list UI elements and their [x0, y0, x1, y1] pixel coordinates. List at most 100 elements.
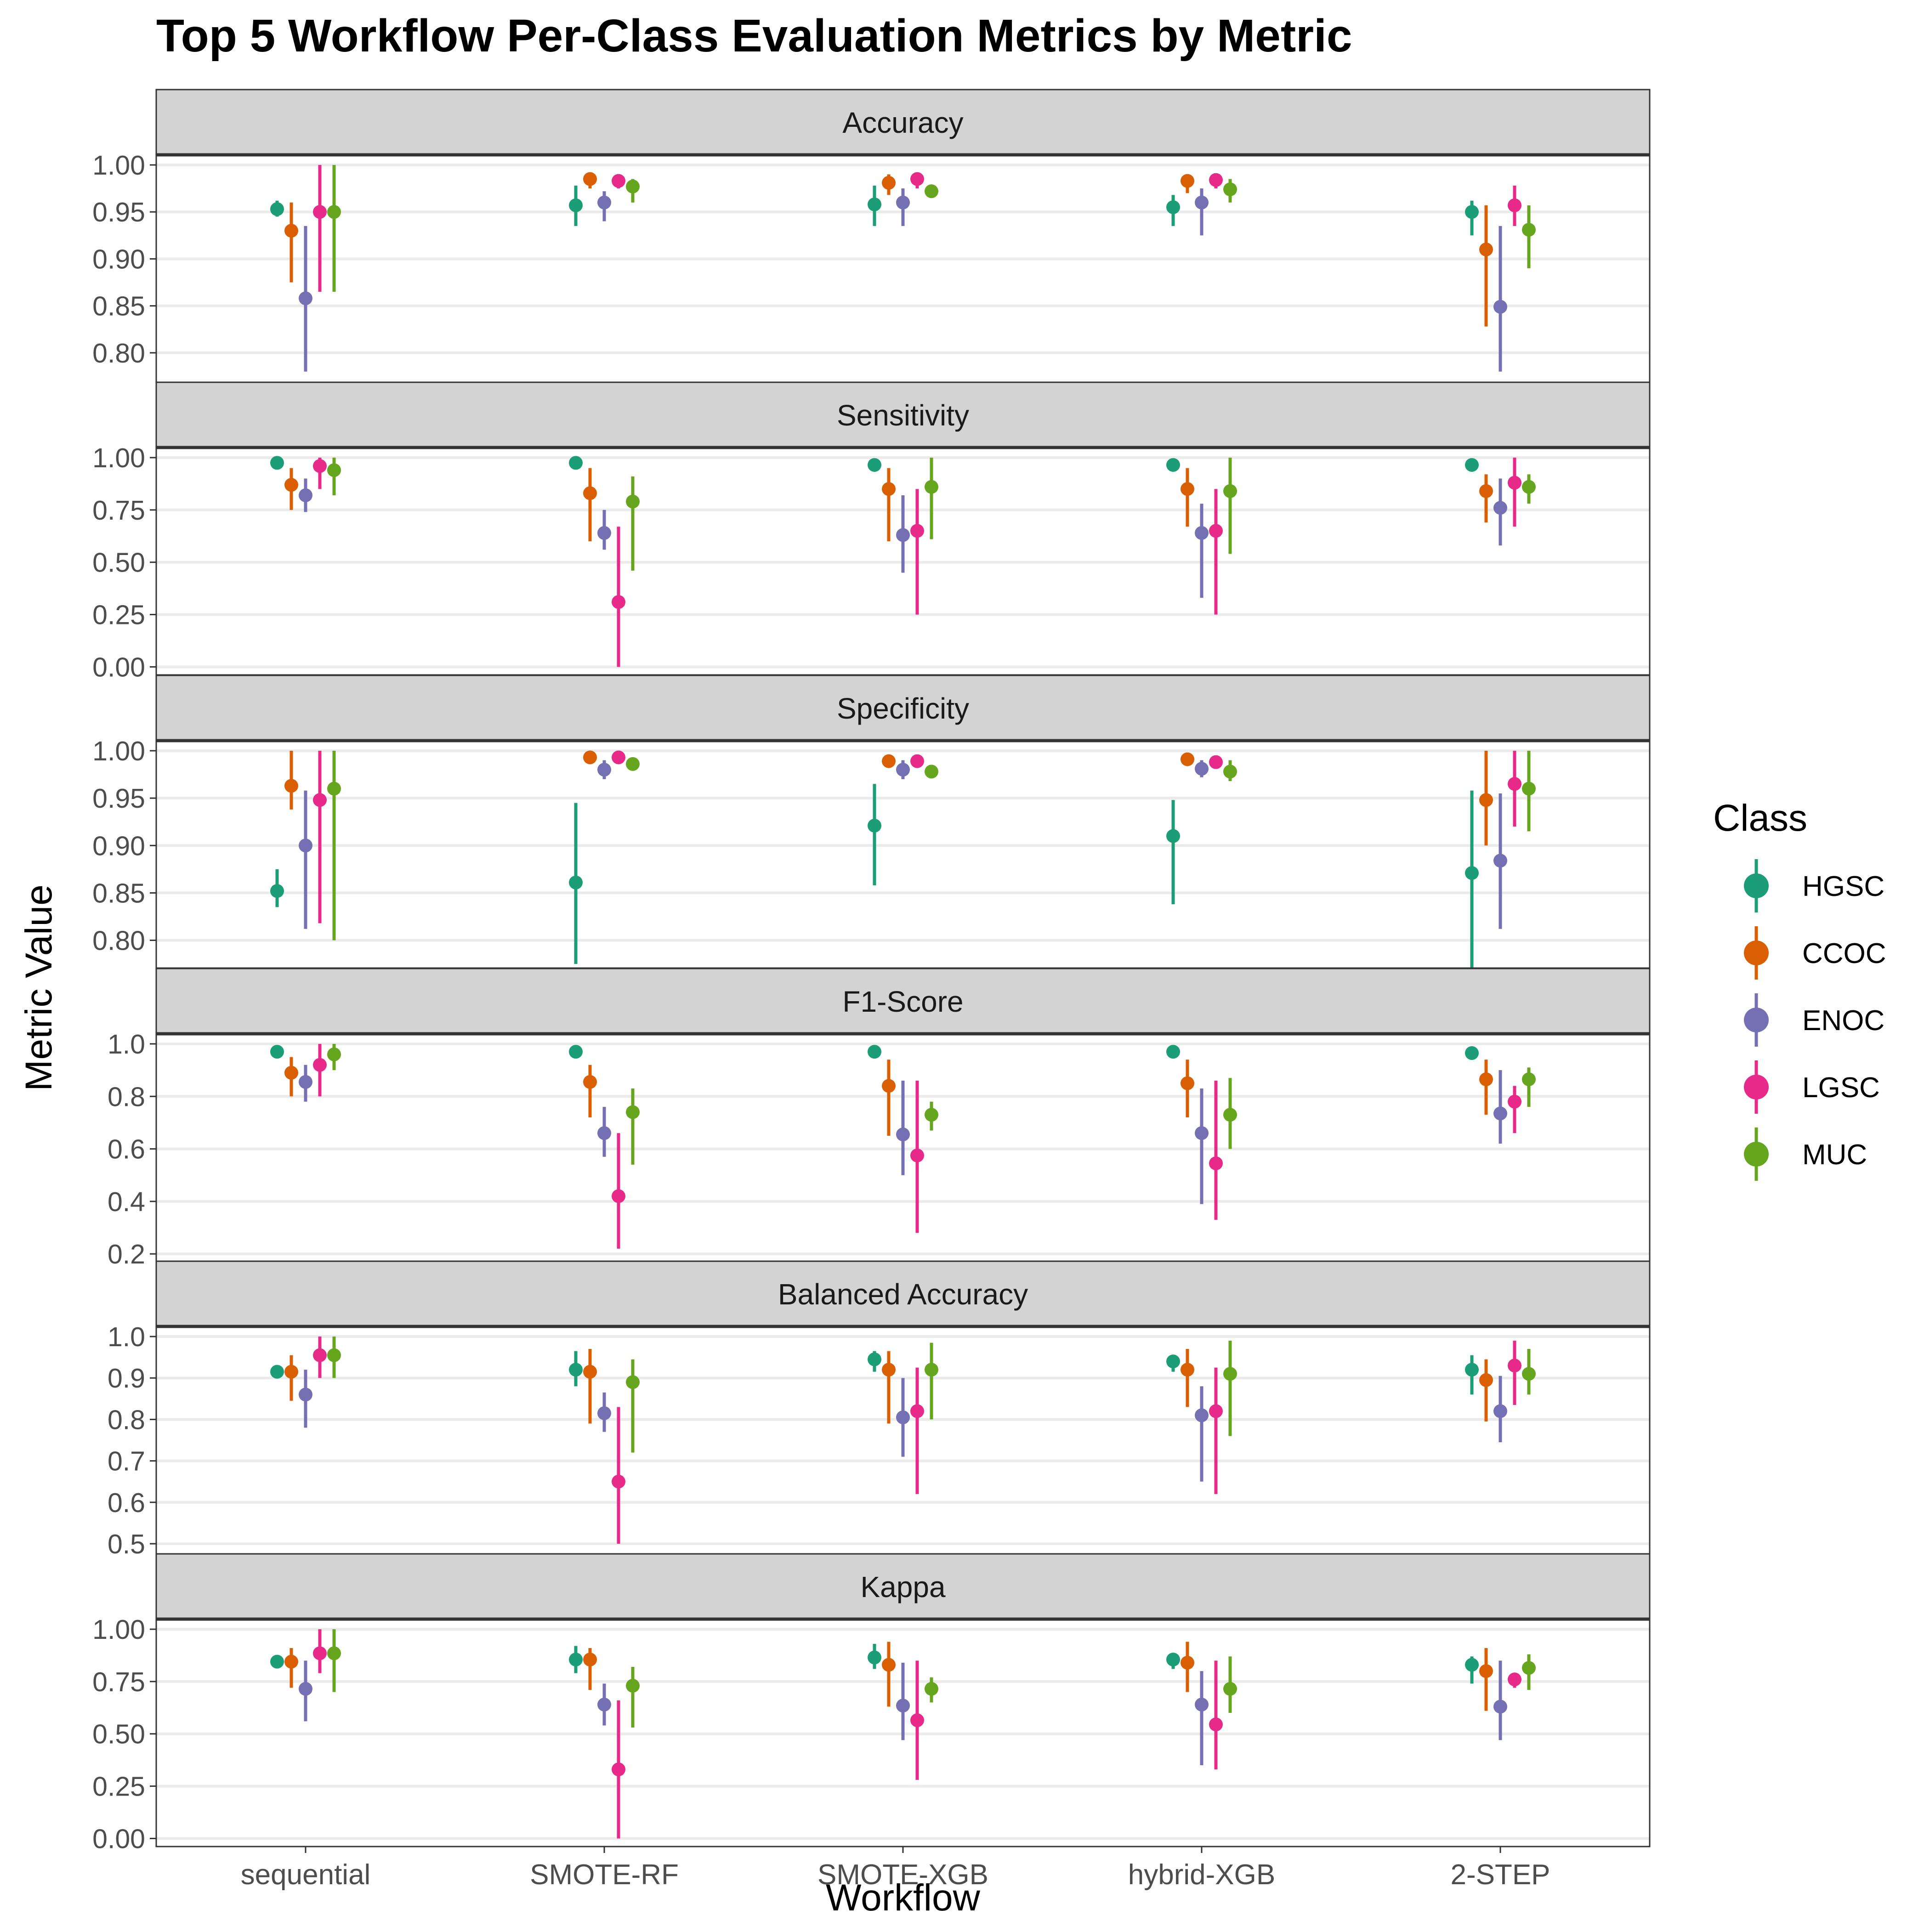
data-point	[1181, 1655, 1194, 1670]
data-point	[583, 1365, 597, 1379]
data-point	[583, 1075, 597, 1089]
data-point	[299, 291, 312, 306]
panel-balanced-accuracy: Balanced Accuracy 0.5 0.6 0.7 0.8 0.9 1.0	[108, 1260, 1651, 1559]
data-point	[868, 1045, 881, 1059]
legend-item-enoc: ENOC	[1744, 993, 1885, 1047]
x-tick-label: hybrid-XGB	[1128, 1859, 1275, 1891]
data-point	[1479, 1373, 1493, 1387]
data-point	[284, 224, 298, 238]
data-point	[313, 459, 327, 473]
data-point	[925, 1682, 938, 1696]
legend-key-point	[1744, 1075, 1769, 1099]
data-point	[1223, 182, 1237, 197]
data-point	[569, 1653, 583, 1667]
data-point	[626, 494, 640, 509]
y-tick-label: 0.80	[92, 338, 145, 368]
data-point	[583, 1653, 597, 1667]
data-point	[1522, 1367, 1536, 1381]
data-point	[1493, 1404, 1507, 1418]
data-point	[1508, 1672, 1521, 1687]
y-tick-label: 0.50	[92, 548, 145, 578]
y-tick-label: 1.0	[108, 1029, 145, 1059]
data-point	[612, 1762, 625, 1777]
data-point	[896, 763, 910, 777]
data-point	[270, 884, 284, 898]
y-tick-label: 0.85	[92, 878, 145, 908]
data-point	[1479, 243, 1493, 256]
data-point	[910, 1404, 924, 1418]
data-point	[882, 1079, 896, 1093]
data-point	[925, 1363, 938, 1377]
facet-strip	[155, 674, 1651, 742]
data-point	[569, 875, 583, 890]
data-point	[1479, 484, 1493, 498]
data-point	[1209, 1404, 1223, 1418]
data-point	[597, 195, 611, 210]
data-point	[1209, 755, 1223, 769]
data-point	[1465, 205, 1479, 219]
data-point	[327, 782, 341, 796]
data-point	[896, 1410, 910, 1424]
legend-label: LGSC	[1802, 1072, 1880, 1104]
facet-strip	[155, 381, 1651, 448]
data-point	[896, 195, 910, 210]
data-point	[1195, 526, 1209, 540]
data-point	[583, 486, 597, 500]
data-point	[1508, 777, 1521, 791]
y-tick-label: 0.85	[92, 291, 145, 322]
data-point	[299, 1682, 312, 1696]
data-point	[626, 1375, 640, 1389]
y-tick-label: 0.75	[92, 495, 145, 526]
facet-strip-label: Balanced Accuracy	[778, 1278, 1028, 1311]
panel-f1-score: F1-Score 0.2 0.4 0.6 0.8 1.0	[108, 968, 1651, 1269]
data-point	[1166, 1354, 1180, 1369]
data-point	[882, 482, 896, 496]
legend-label: MUC	[1802, 1139, 1867, 1171]
data-point	[327, 1047, 341, 1061]
data-point	[327, 205, 341, 219]
y-tick-label: 1.00	[92, 443, 145, 473]
data-point	[1181, 1076, 1194, 1090]
data-point	[284, 779, 298, 793]
legend-item-hgsc: HGSC	[1744, 859, 1885, 912]
data-point	[1508, 1094, 1521, 1109]
data-point	[569, 198, 583, 212]
data-point	[1195, 762, 1209, 776]
data-point	[1493, 1700, 1507, 1714]
data-point	[868, 1650, 881, 1665]
y-tick-label: 0.00	[92, 652, 145, 682]
data-point	[1209, 524, 1223, 538]
facet-strip	[155, 968, 1651, 1035]
data-point	[1223, 765, 1237, 779]
data-point	[1209, 173, 1223, 187]
x-tick-label: SMOTE-RF	[530, 1859, 679, 1891]
data-point	[1479, 1664, 1493, 1678]
y-tick-label: 0.6	[108, 1488, 145, 1518]
data-point	[270, 456, 284, 470]
data-point	[299, 839, 312, 853]
data-point	[910, 754, 924, 768]
data-point	[299, 1388, 312, 1402]
data-point	[1166, 829, 1180, 843]
data-point	[1195, 1126, 1209, 1140]
facet-strip-label: Sensitivity	[837, 399, 969, 432]
data-point	[626, 1105, 640, 1119]
data-point	[1209, 1717, 1223, 1732]
legend-item-lgsc: LGSC	[1744, 1060, 1880, 1114]
data-point	[868, 818, 881, 833]
data-point	[910, 524, 924, 538]
x-tick-label: SMOTE-XGB	[817, 1859, 988, 1891]
y-tick-label: 0.75	[92, 1667, 145, 1697]
data-point	[1493, 854, 1507, 868]
x-axis-title: Workflow	[826, 1877, 980, 1919]
data-point	[313, 205, 327, 219]
data-point	[925, 480, 938, 494]
data-point	[910, 1148, 924, 1162]
data-point	[270, 1365, 284, 1379]
data-point	[597, 763, 611, 777]
data-point	[910, 172, 924, 186]
data-point	[284, 1365, 298, 1379]
data-point	[1195, 1408, 1209, 1422]
data-point	[1195, 1697, 1209, 1711]
